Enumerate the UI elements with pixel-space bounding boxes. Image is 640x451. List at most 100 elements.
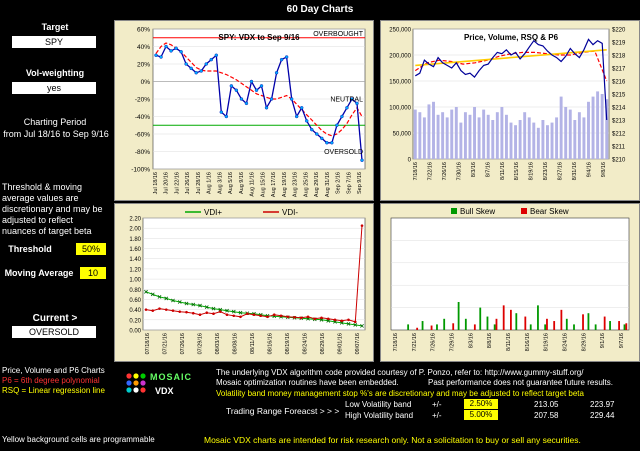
vdi-minus-point [279,314,283,318]
high-band-pm: +/- [432,411,442,420]
x-tick-label: 8/31/16 [572,162,578,180]
volume-bar [600,94,604,159]
volume-bar [523,112,527,159]
volume-bar [459,122,463,159]
vdx-point [229,84,234,88]
volw-field[interactable]: yes [12,82,96,94]
vdi-minus-point [232,314,236,318]
x-tick-label: 9/1/16 [600,333,606,348]
vdx-point [239,97,244,101]
vdx-chart-panel: 60% 40% 20% 0% -20% -40% -60% -80% -100% SPY: VDX… [114,20,374,201]
x-tick-label: Jul 18/16 [153,172,159,194]
x-tick-label: Aug 3/16 [217,172,223,194]
vdi-plus-point [218,307,223,312]
vdi-minus-point [151,309,155,312]
bear-skew-bar [473,324,476,330]
vdx-point [350,97,354,101]
volume-bar [527,117,531,159]
x-tick-label: Jul 20/16 [164,172,170,194]
bull-skew-bar [609,321,611,330]
vdi-minus-point [205,311,209,314]
volume-bar [546,125,549,159]
vdx-point [214,53,218,57]
vdi-minus-point [299,316,303,320]
volume-bar [500,107,504,159]
x-tick-label: Aug 17/16 [271,172,277,197]
volume-bar [564,107,568,159]
y-tick-label: 100,000 [389,106,411,112]
x-tick-label: 08/03/16 [215,333,221,354]
y2-tick-label: $210 [612,158,626,164]
vdx-point [179,50,183,54]
x-tick-label: 7/30/16 [456,162,462,180]
bear-skew-bar [510,309,512,330]
y-tick-label: 1.80 [129,237,141,243]
volume-bar [509,122,513,159]
x-tick-label: 7/22/16 [427,162,433,180]
vdx-point [315,132,319,136]
volume-bar [573,120,577,159]
vdi-plus-point [191,302,196,307]
volume-bar [495,112,499,159]
x-tick-label: Sep 2/16 [336,172,342,194]
vdi-minus-point [252,313,256,317]
vdx-point [169,49,173,53]
volume-bar [413,109,417,159]
y2-tick-label: $212 [612,132,626,138]
vdx-point [174,46,178,50]
vdi-chart-panel: 2.20 2.00 1.80 1.60 1.40 1.20 1.00 0.80 0.60 0.40… [114,203,374,362]
vdi-plus-point [198,303,202,308]
bear-skew-bar [625,323,628,330]
x-tick-label: Jul 22/16 [174,172,180,194]
yellow-note: Yellow background cells are programmable [2,435,155,444]
legend-label: VDI+ [204,208,222,217]
target-field[interactable]: SPY [12,36,96,48]
low-band-pct[interactable]: 2.50% [464,399,498,409]
bear-skew-bar [495,318,498,330]
volume-bar [596,91,600,159]
vdi-plus-point [231,309,236,314]
logo-dots-icon [126,373,146,393]
bull-skew-bar [493,324,496,330]
volume-bar [422,117,426,159]
period-label: Charting Period [23,117,87,127]
x-tick-label: 07/26/16 [180,333,186,354]
bull-skew-bar [443,318,446,330]
y-tick-label: 0% [141,79,151,86]
volume-bar [532,122,536,159]
vdi-minus-point [353,320,357,324]
bull-skew-bar [457,302,460,330]
skew-chart-panel: Bull Skew Bear Skew 7/18/16 7/21/16 7/26/16 7… [380,203,640,362]
threshold-field[interactable]: 50% [76,243,106,255]
vdx-point [154,53,158,57]
y-tick-label: -100% [131,167,150,174]
footer-line2b: Past performance does not guarantee futu… [428,378,613,387]
y-tick-label: 60% [137,27,150,34]
chart-title: Price, Volume, RSQ & P6 [464,33,559,42]
ma-field[interactable]: 10 [80,267,106,279]
bull-skew-bar [515,313,518,330]
vdx-ma-line [155,42,363,137]
x-tick-label: Jul 28/16 [196,172,202,194]
high-band-pct[interactable]: 5.00% [464,410,498,420]
bull-skew-bar [421,321,424,330]
x-tick-label: 8/29/16 [581,333,587,351]
x-tick-label: 8/27/16 [558,162,564,180]
vdi-plus-point [225,308,229,313]
period-value: from Jul 18/16 to Sep 9/16 [3,129,109,139]
y2-tick-label: $219 [612,41,626,47]
x-tick-label: 08/29/16 [320,333,326,354]
vdx-point [360,158,364,162]
vdi-minus-point [191,311,195,315]
vdi-minus-point [347,318,350,322]
vdi-plus-point [238,310,243,315]
x-tick-label: 09/07/16 [355,333,361,354]
x-tick-label: 7/18/16 [393,333,399,351]
low-band-b: 223.97 [590,400,615,409]
disclaimer: Mosaic VDX charts are intended for risk … [204,435,581,445]
x-tick-label: 8/24/16 [563,333,569,351]
volume-bar [518,120,522,159]
x-tick-label: Aug 25/16 [303,172,309,197]
vdi-minus-point [178,310,182,313]
vdi-plus-point [339,320,344,325]
